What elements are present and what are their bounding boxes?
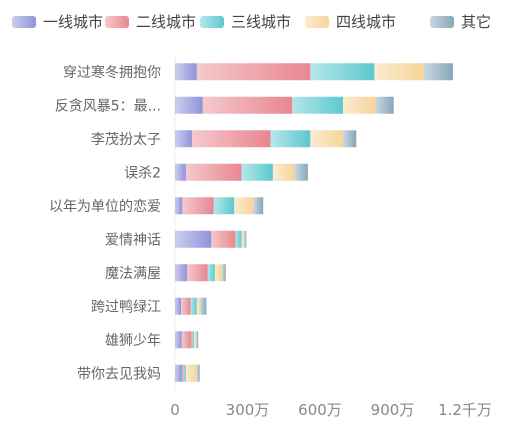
bar-segment[interactable]: [190, 297, 197, 315]
legend-swatch: [12, 16, 36, 28]
category-label: 带你去见我妈: [77, 366, 161, 382]
bar-segment[interactable]: [342, 96, 376, 114]
category-label: 跨过鸭绿江: [91, 299, 161, 315]
bar-segment[interactable]: [241, 163, 273, 181]
x-tick-label: 300万: [226, 401, 270, 419]
bar-segment[interactable]: [196, 364, 200, 382]
category-label: 误杀2: [124, 165, 161, 181]
legend-item[interactable]: 三线城市: [200, 13, 291, 31]
bar-segment[interactable]: [374, 63, 424, 81]
bar-segment[interactable]: [292, 96, 343, 114]
legend-item[interactable]: 其它: [430, 13, 491, 31]
bar-segment[interactable]: [241, 230, 245, 248]
category-label: 爱情神话: [105, 232, 161, 248]
bar-segment[interactable]: [200, 297, 207, 315]
category-label: 反贪风暴5：最...: [55, 98, 161, 114]
bar-segment[interactable]: [183, 364, 186, 382]
bar-segment[interactable]: [175, 63, 197, 81]
bar-segment[interactable]: [175, 364, 183, 382]
bar-segment[interactable]: [175, 130, 192, 148]
bar-segment[interactable]: [234, 197, 254, 215]
category-label: 穿过寒冬拥抱你: [63, 64, 161, 81]
x-tick-label: 900万: [371, 401, 415, 419]
x-tick-label: 0: [170, 401, 180, 419]
bar-segment[interactable]: [196, 63, 311, 81]
bar-segment[interactable]: [270, 130, 311, 148]
bar-segment[interactable]: [191, 331, 194, 349]
bar-segment[interactable]: [310, 63, 375, 81]
bar-segment[interactable]: [185, 163, 242, 181]
bar-segment[interactable]: [213, 197, 235, 215]
x-tick-label: 1.2千万: [438, 401, 492, 419]
bar-segment[interactable]: [182, 364, 184, 382]
legend-swatch: [430, 16, 454, 28]
legend-label: 四线城市: [336, 13, 396, 31]
bar-segment[interactable]: [235, 230, 242, 248]
bar-segment[interactable]: [244, 230, 247, 248]
bar-segment[interactable]: [191, 130, 271, 148]
bar-segment[interactable]: [202, 96, 293, 114]
legend-item[interactable]: 四线城市: [305, 13, 396, 31]
legend-swatch: [105, 16, 129, 28]
bar-segment[interactable]: [310, 130, 343, 148]
bar-segment[interactable]: [214, 264, 223, 282]
category-label: 雄狮少年: [105, 333, 161, 349]
bar-segment[interactable]: [196, 297, 201, 315]
legend-swatch: [305, 16, 329, 28]
bar-segment[interactable]: [175, 297, 182, 315]
bar-segment[interactable]: [193, 331, 197, 349]
bar-segment[interactable]: [342, 130, 357, 148]
bar-segment[interactable]: [196, 331, 199, 349]
bar-segment[interactable]: [423, 63, 453, 81]
bar-segment[interactable]: [175, 96, 203, 114]
category-label: 魔法满屋: [105, 266, 161, 282]
bar-segment[interactable]: [253, 197, 264, 215]
bar-segment[interactable]: [181, 297, 191, 315]
bar-segment[interactable]: [175, 230, 212, 248]
bar-segment[interactable]: [187, 264, 208, 282]
bar-segment[interactable]: [175, 264, 188, 282]
bar-segment[interactable]: [222, 264, 226, 282]
legend-item[interactable]: 二线城市: [105, 13, 196, 31]
legend-label: 二线城市: [136, 13, 196, 31]
category-label: 以年为单位的恋爱: [49, 198, 161, 215]
bar-segment[interactable]: [175, 163, 186, 181]
legend-swatch: [200, 16, 224, 28]
bar-segment[interactable]: [207, 264, 215, 282]
bar-segment[interactable]: [185, 364, 197, 382]
legend-label: 其它: [461, 13, 491, 31]
category-label: 李茂扮太子: [91, 131, 161, 148]
x-tick-label: 600万: [298, 401, 342, 419]
bar-segment[interactable]: [272, 163, 295, 181]
legend-label: 一线城市: [43, 13, 103, 31]
bar-segment[interactable]: [175, 197, 183, 215]
bar-segment[interactable]: [182, 197, 214, 215]
bar-segment[interactable]: [294, 163, 308, 181]
bar-segment[interactable]: [181, 331, 192, 349]
legend: 一线城市 二线城市 三线城市 四线城市 其它: [12, 13, 491, 31]
bar-segment[interactable]: [175, 331, 182, 349]
bar-segment[interactable]: [375, 96, 394, 114]
bar-segment[interactable]: [211, 230, 236, 248]
legend-item[interactable]: 一线城市: [12, 13, 103, 31]
legend-label: 三线城市: [231, 13, 291, 31]
